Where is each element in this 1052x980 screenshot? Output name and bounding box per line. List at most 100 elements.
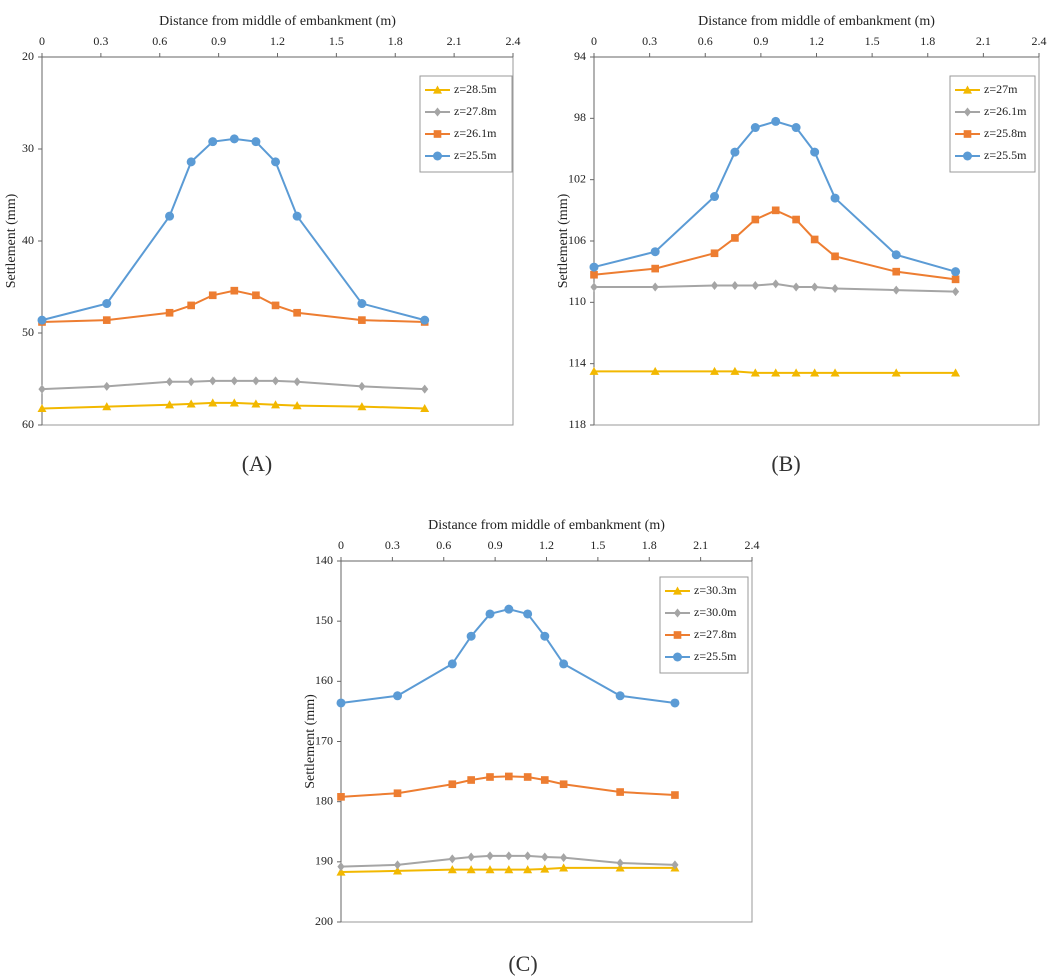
marker xyxy=(541,852,549,862)
marker xyxy=(772,279,780,289)
series-line xyxy=(593,120,956,273)
x-tick-label: 1.8 xyxy=(920,34,935,48)
y-tick-label: 200 xyxy=(315,914,333,928)
legend-marker xyxy=(963,151,972,161)
x-tick-label: 2.4 xyxy=(506,34,521,48)
marker xyxy=(251,399,261,408)
marker xyxy=(892,267,901,276)
marker xyxy=(830,368,840,377)
marker xyxy=(731,234,739,242)
marker xyxy=(710,366,720,375)
marker xyxy=(102,402,112,411)
marker xyxy=(357,299,367,309)
legend-marker xyxy=(673,652,682,662)
marker xyxy=(831,252,839,261)
x-tick-label: 0.6 xyxy=(152,34,167,48)
marker xyxy=(447,659,457,669)
legend-marker xyxy=(433,85,442,94)
marker xyxy=(485,865,495,874)
y-tick-label: 106 xyxy=(568,233,586,247)
marker xyxy=(540,864,550,873)
marker xyxy=(751,280,759,290)
marker xyxy=(810,368,820,377)
marker xyxy=(229,134,239,144)
marker xyxy=(292,211,302,221)
marker xyxy=(486,773,494,781)
marker xyxy=(523,773,532,781)
marker xyxy=(485,609,495,619)
chart-title: Distance from middle of embankment (m) xyxy=(159,14,396,29)
marker xyxy=(187,377,195,387)
marker xyxy=(208,398,218,407)
y-tick-label: 180 xyxy=(315,793,333,807)
x-tick-label: 1.5 xyxy=(590,538,605,552)
marker xyxy=(467,776,475,784)
panel-label: (A) xyxy=(242,451,273,476)
marker xyxy=(393,866,403,875)
marker xyxy=(951,267,961,277)
legend-marker xyxy=(673,586,682,595)
marker xyxy=(671,791,679,799)
marker xyxy=(103,381,111,391)
panel-label: (C) xyxy=(508,951,537,976)
marker xyxy=(292,401,302,410)
legend-label: z=26.1m xyxy=(984,104,1027,118)
marker xyxy=(504,604,514,614)
y-tick-label: 170 xyxy=(315,733,333,747)
y-tick-label: 20 xyxy=(22,49,34,63)
x-tick-label: 2.4 xyxy=(745,538,760,552)
x-tick-label: 2.4 xyxy=(1032,34,1047,48)
marker xyxy=(38,384,46,394)
legend-label: z=25.5m xyxy=(694,649,737,663)
legend-marker xyxy=(433,151,442,161)
x-tick-label: 1.2 xyxy=(270,34,285,48)
y-tick-label: 102 xyxy=(568,171,586,185)
marker xyxy=(750,368,760,377)
marker xyxy=(892,285,900,295)
marker xyxy=(337,862,345,872)
marker xyxy=(540,631,550,641)
marker xyxy=(791,123,801,133)
marker xyxy=(792,282,800,292)
marker xyxy=(540,776,549,784)
x-tick-label: 1.8 xyxy=(642,538,657,552)
marker xyxy=(616,858,624,868)
marker xyxy=(730,147,740,157)
x-tick-label: 2.1 xyxy=(693,538,708,552)
x-tick-label: 1.8 xyxy=(388,34,403,48)
marker xyxy=(336,698,346,708)
x-tick-label: 0 xyxy=(591,34,597,48)
y-tick-label: 94 xyxy=(574,49,586,63)
marker xyxy=(186,399,196,408)
x-tick-label: 0.9 xyxy=(753,34,768,48)
legend-label: z=27m xyxy=(984,82,1018,96)
marker xyxy=(650,247,660,257)
legend-label: z=25.5m xyxy=(454,148,497,162)
series-line xyxy=(340,608,676,704)
marker xyxy=(650,366,660,375)
marker xyxy=(421,384,429,394)
legend-label: z=27.8m xyxy=(454,104,497,118)
y-tick-label: 110 xyxy=(568,294,586,308)
y-tick-label: 30 xyxy=(22,141,34,155)
marker xyxy=(447,865,457,874)
marker xyxy=(271,400,281,409)
y-axis-label: Settlement (mm) xyxy=(4,193,19,288)
y-tick-label: 140 xyxy=(315,553,333,567)
marker xyxy=(616,788,624,796)
x-tick-label: 1.5 xyxy=(865,34,880,48)
marker xyxy=(230,376,238,386)
marker xyxy=(791,368,801,377)
x-tick-label: 2.1 xyxy=(976,34,991,48)
x-tick-label: 0 xyxy=(39,34,45,48)
x-tick-label: 0.6 xyxy=(698,34,713,48)
marker xyxy=(358,316,366,324)
marker xyxy=(187,301,195,310)
legend-marker xyxy=(963,85,972,94)
legend-label: z=25.8m xyxy=(984,126,1027,140)
x-tick-label: 0 xyxy=(338,538,344,552)
marker xyxy=(830,193,840,203)
legend-label: z=26.1m xyxy=(454,126,497,140)
y-tick-label: 114 xyxy=(568,355,586,369)
marker xyxy=(165,377,174,387)
